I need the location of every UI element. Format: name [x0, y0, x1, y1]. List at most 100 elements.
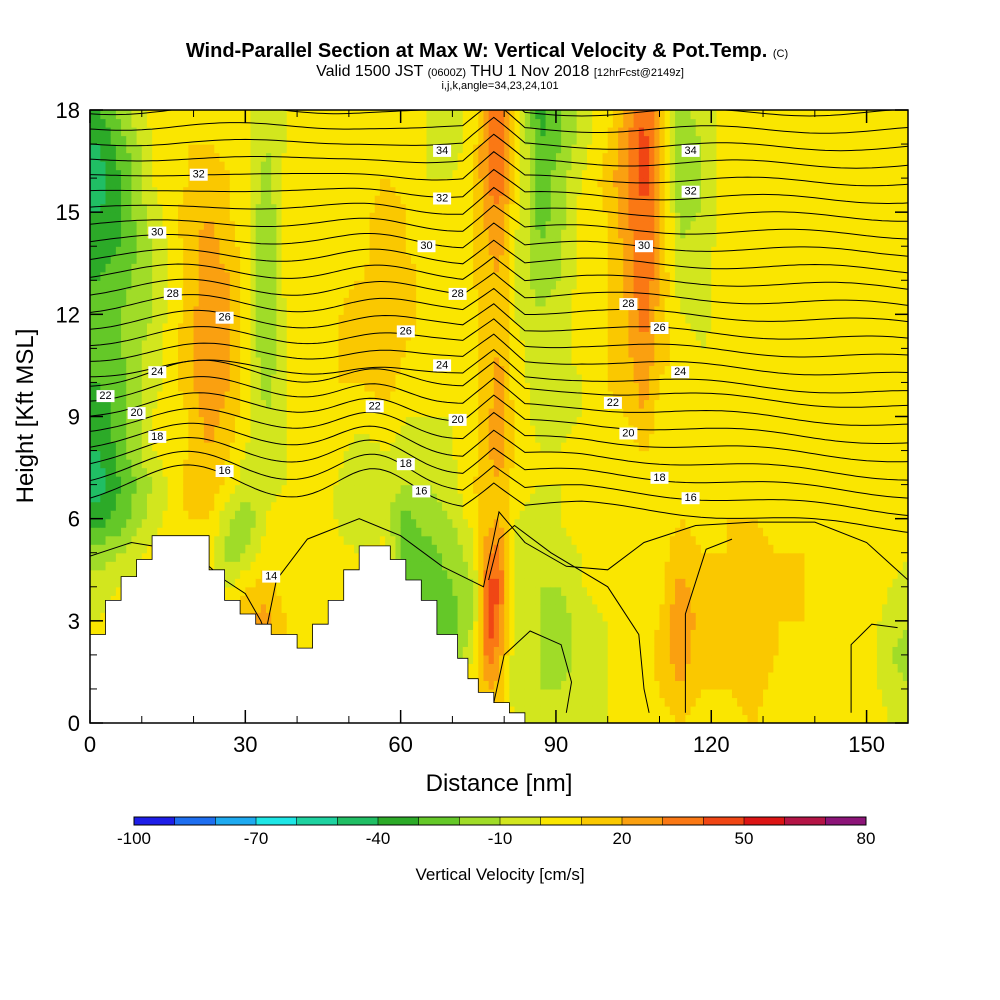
heat-cell: [416, 373, 422, 384]
heat-cell: [255, 305, 262, 315]
heat-cell: [152, 152, 158, 162]
heat-cell: [255, 365, 262, 375]
heat-cell: [317, 586, 324, 596]
heat-cell: [115, 348, 122, 358]
heat-cell: [167, 450, 174, 460]
heat-cell: [209, 152, 215, 162]
heat-cell: [271, 390, 277, 401]
heat-cell: [90, 552, 96, 562]
heat-cell: [359, 212, 365, 222]
heat-cell: [317, 612, 324, 622]
heat-cell: [219, 212, 226, 222]
heat-cell: [193, 416, 200, 426]
heat-cell: [312, 195, 319, 205]
heat-cell: [442, 493, 448, 503]
heat-cell: [431, 212, 438, 222]
heat-cell: [240, 263, 246, 273]
heat-cell: [105, 178, 112, 188]
heat-cell: [374, 246, 381, 256]
heat-cell: [90, 586, 96, 596]
heat-cell: [131, 195, 138, 205]
heat-cell: [240, 144, 246, 154]
heat-cell: [224, 382, 231, 392]
heat-cell: [229, 535, 236, 545]
heat-cell: [400, 493, 407, 503]
heat-cell: [379, 237, 386, 247]
heat-cell: [214, 501, 221, 511]
heat-cell: [146, 527, 153, 537]
heat-cell: [333, 561, 340, 571]
heat-cell: [338, 161, 345, 171]
heat-cell: [286, 110, 293, 120]
heat-cell: [281, 544, 288, 554]
heat-cell: [291, 305, 298, 315]
heat-cell: [431, 416, 438, 426]
heat-cell: [90, 263, 96, 273]
heat-cell: [131, 297, 138, 307]
heat-cell: [209, 501, 215, 511]
heat-cell: [250, 339, 257, 349]
heat-cell: [198, 399, 205, 409]
heat-cell: [240, 484, 246, 494]
heat-cell: [369, 271, 376, 281]
heat-cell: [400, 510, 407, 520]
heat-cell: [400, 144, 407, 154]
heat-cell: [442, 220, 448, 230]
heat-cell: [390, 459, 397, 469]
heat-cell: [374, 135, 381, 145]
heat-cell: [255, 484, 262, 494]
heat-cell: [421, 467, 428, 477]
heat-cell: [271, 322, 277, 332]
heat-cell: [152, 288, 158, 298]
heat-cell: [281, 501, 288, 511]
heat-cell: [240, 501, 246, 511]
heat-cell: [110, 459, 117, 469]
heat-cell: [374, 118, 381, 128]
heat-cell: [317, 416, 324, 426]
heat-cell: [152, 127, 158, 137]
heat-cell: [214, 220, 221, 230]
heat-cell: [126, 356, 133, 367]
heat-cell: [322, 459, 329, 469]
heat-cell: [167, 161, 174, 171]
heat-cell: [312, 331, 319, 341]
heat-cell: [442, 407, 448, 418]
heat-cell: [250, 212, 257, 222]
heat-cell: [328, 246, 334, 256]
heat-cell: [234, 544, 241, 554]
heat-cell: [193, 254, 200, 264]
heat-cell: [110, 484, 117, 494]
heat-cell: [167, 237, 174, 247]
heat-cell: [416, 322, 422, 332]
heat-cell: [131, 169, 138, 179]
heat-cell: [385, 178, 391, 188]
heat-cell: [385, 271, 391, 281]
heat-cell: [224, 501, 231, 511]
heat-cell: [234, 212, 241, 222]
heat-cell: [178, 254, 184, 264]
heat-cell: [126, 305, 133, 315]
heat-cell: [167, 271, 174, 281]
heat-cell: [291, 365, 298, 375]
heat-cell: [95, 220, 101, 230]
heat-cell: [390, 229, 397, 239]
heat-cell: [286, 484, 293, 494]
heat-cell: [307, 425, 314, 435]
heat-cell: [390, 484, 397, 494]
heat-cell: [105, 229, 112, 239]
heat-cell: [328, 459, 334, 469]
heat-cell: [255, 195, 262, 205]
heat-cell: [385, 246, 391, 256]
heat-cell: [178, 314, 184, 324]
heat-cell: [271, 399, 277, 409]
heat-cell: [141, 212, 148, 222]
heat-cell: [110, 365, 117, 375]
heat-cell: [385, 220, 391, 230]
heat-cell: [90, 212, 96, 222]
heat-cell: [90, 195, 96, 205]
heat-cell: [276, 118, 283, 128]
heat-cell: [188, 203, 195, 213]
heat-cell: [250, 178, 257, 188]
heat-cell: [178, 280, 184, 290]
heat-cell: [379, 161, 386, 171]
